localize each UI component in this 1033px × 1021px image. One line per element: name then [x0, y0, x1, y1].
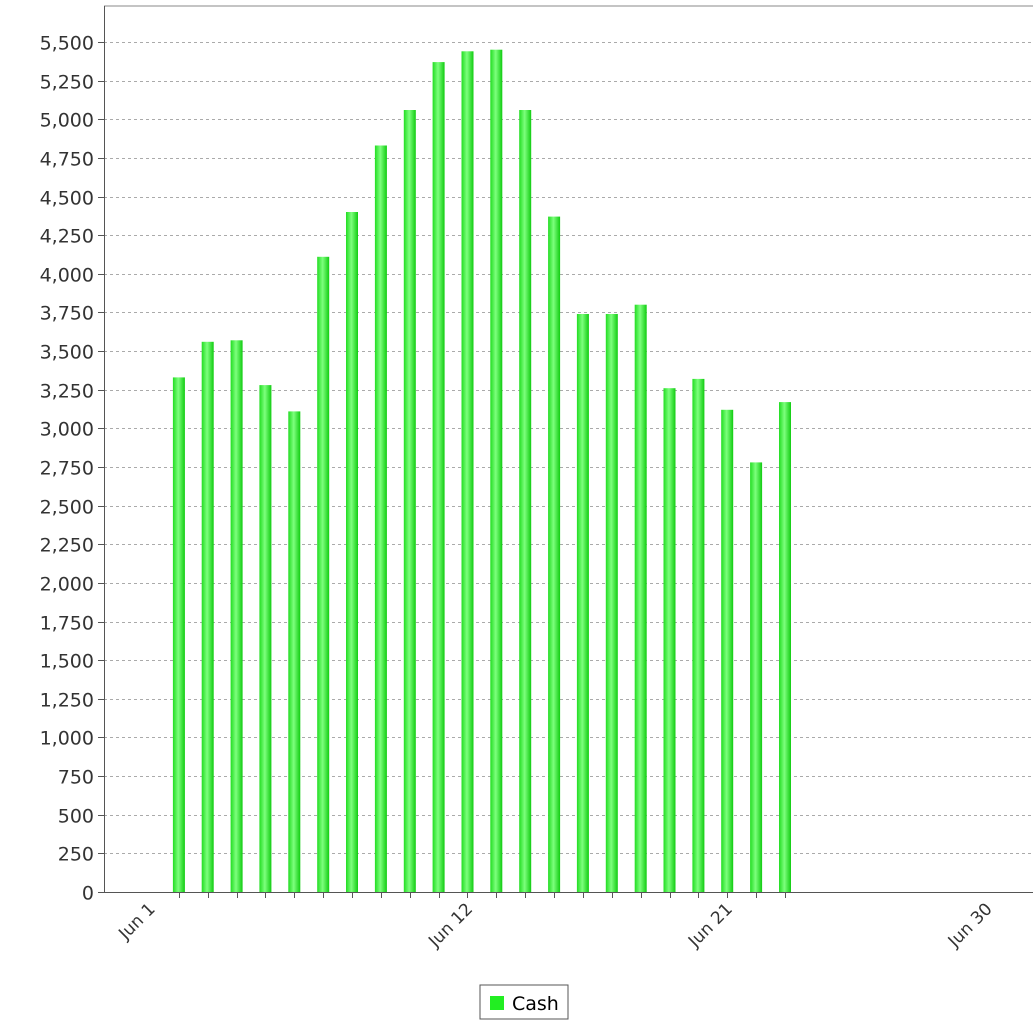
- y-tick-label: 1,750: [40, 613, 94, 635]
- y-tick-label: 750: [58, 767, 94, 789]
- y-tick-label: 4,250: [40, 226, 94, 248]
- y-tick-label: 1,500: [40, 651, 94, 673]
- bar-cash: [288, 411, 301, 892]
- y-tick-label: 3,500: [40, 342, 94, 364]
- axes: [104, 5, 1033, 893]
- bar-cash: [346, 212, 358, 892]
- x-tick-label: Jun 21: [684, 899, 737, 952]
- bar-cash: [374, 145, 387, 892]
- x-tick-label: Jun 12: [424, 899, 477, 952]
- x-tick-label: Jun 30: [944, 899, 997, 952]
- bar-cash: [461, 51, 474, 893]
- y-tick-label: 2,750: [40, 458, 94, 480]
- bar-cash: [519, 110, 532, 892]
- bar-cash: [317, 256, 330, 892]
- y-tick-label: 500: [58, 806, 94, 828]
- bar-cash: [548, 216, 561, 893]
- legend-label-cash: Cash: [512, 993, 559, 1015]
- bar-cash: [750, 462, 763, 892]
- bar-cash: [201, 341, 214, 892]
- y-tick-label: 4,000: [40, 265, 94, 287]
- y-tick-label: 2,500: [40, 497, 94, 519]
- y-tick-label: 3,750: [40, 303, 94, 325]
- bar-cash: [403, 110, 416, 892]
- y-tick-label: 0: [82, 883, 94, 905]
- y-axis-ticks: 0 250 500 750 1,000 1,250 1,500 1,750 2,000 2,250…: [40, 33, 104, 905]
- bar-cash: [172, 377, 185, 892]
- y-tick-label: 4,500: [40, 188, 94, 210]
- y-tick-label: 3,250: [40, 381, 94, 403]
- bar-cash: [692, 378, 705, 892]
- x-tick-label: Jun 1: [114, 899, 159, 944]
- y-tick-label: 1,000: [40, 728, 94, 750]
- y-tick-label: 5,000: [40, 110, 94, 132]
- bar-cash: [605, 314, 618, 892]
- bar-cash: [259, 385, 272, 892]
- y-tick-label: 4,750: [40, 149, 94, 171]
- y-tick-label: 1,250: [40, 690, 94, 712]
- y-tick-label: 3,000: [40, 419, 94, 441]
- legend: Cash: [479, 984, 569, 1020]
- x-axis-ticks: Jun 1 Jun 12 Jun 21 Jun 30: [114, 892, 997, 952]
- bar-cash: [721, 409, 734, 892]
- bar-cash: [663, 388, 676, 892]
- y-tick-label: 2,250: [40, 535, 94, 557]
- bar-cash: [779, 402, 791, 892]
- bar-cash: [576, 314, 589, 892]
- gridlines: [104, 42, 1033, 854]
- y-tick-label: 5,500: [40, 33, 94, 55]
- bar-cash: [634, 304, 647, 892]
- y-tick-label: 2,000: [40, 574, 94, 596]
- y-tick-label: 5,250: [40, 72, 94, 94]
- bar-cash: [432, 62, 445, 893]
- legend-swatch-cash: [490, 996, 504, 1010]
- bars: [172, 49, 791, 893]
- bar-cash: [490, 49, 503, 892]
- bar-cash: [230, 340, 243, 892]
- y-tick-label: 250: [58, 844, 94, 866]
